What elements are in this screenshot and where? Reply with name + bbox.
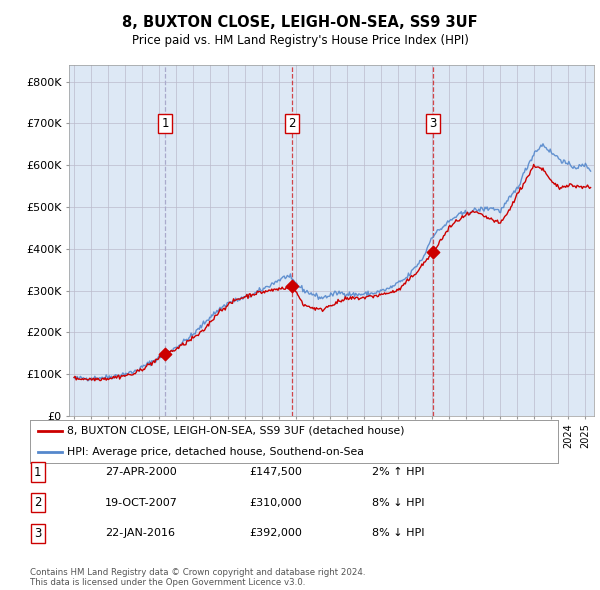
Point bbox=[160, 350, 170, 359]
Text: 8, BUXTON CLOSE, LEIGH-ON-SEA, SS9 3UF: 8, BUXTON CLOSE, LEIGH-ON-SEA, SS9 3UF bbox=[122, 15, 478, 30]
Text: £392,000: £392,000 bbox=[249, 529, 302, 538]
Text: 8% ↓ HPI: 8% ↓ HPI bbox=[372, 498, 425, 507]
Text: 2% ↑ HPI: 2% ↑ HPI bbox=[372, 467, 425, 477]
Text: £310,000: £310,000 bbox=[249, 498, 302, 507]
Text: 1: 1 bbox=[34, 466, 41, 478]
Text: 22-JAN-2016: 22-JAN-2016 bbox=[105, 529, 175, 538]
Text: 1: 1 bbox=[161, 117, 169, 130]
Point bbox=[287, 281, 297, 291]
Text: 3: 3 bbox=[430, 117, 437, 130]
Point bbox=[428, 247, 438, 257]
Text: £147,500: £147,500 bbox=[249, 467, 302, 477]
Text: Contains HM Land Registry data © Crown copyright and database right 2024.
This d: Contains HM Land Registry data © Crown c… bbox=[30, 568, 365, 587]
Text: HPI: Average price, detached house, Southend-on-Sea: HPI: Average price, detached house, Sout… bbox=[67, 447, 364, 457]
Text: 2: 2 bbox=[289, 117, 296, 130]
Text: 27-APR-2000: 27-APR-2000 bbox=[105, 467, 177, 477]
Text: 8, BUXTON CLOSE, LEIGH-ON-SEA, SS9 3UF (detached house): 8, BUXTON CLOSE, LEIGH-ON-SEA, SS9 3UF (… bbox=[67, 426, 404, 436]
Text: 2: 2 bbox=[34, 496, 41, 509]
Text: 3: 3 bbox=[34, 527, 41, 540]
Text: 19-OCT-2007: 19-OCT-2007 bbox=[105, 498, 178, 507]
Text: Price paid vs. HM Land Registry's House Price Index (HPI): Price paid vs. HM Land Registry's House … bbox=[131, 34, 469, 47]
Text: 8% ↓ HPI: 8% ↓ HPI bbox=[372, 529, 425, 538]
